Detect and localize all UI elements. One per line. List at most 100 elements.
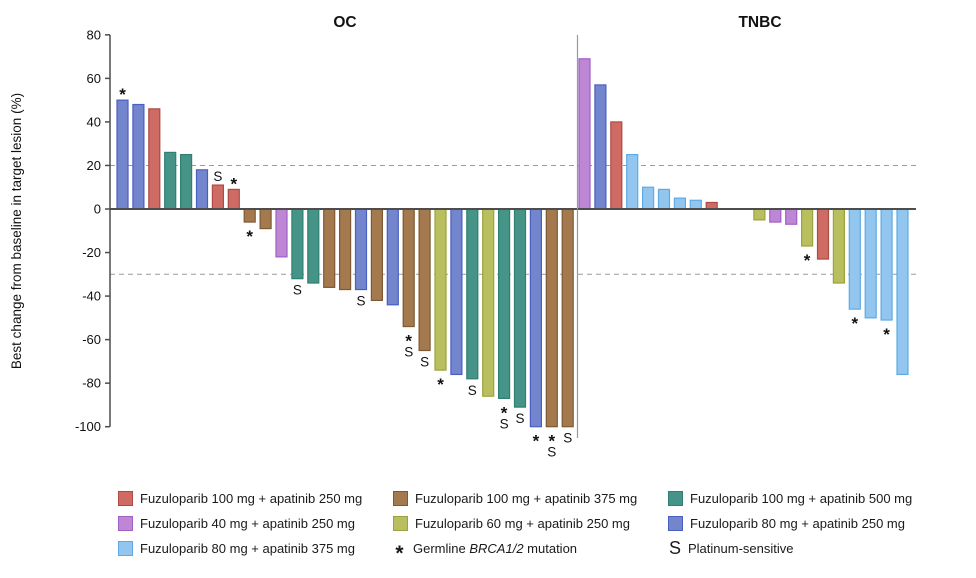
bar xyxy=(275,208,288,258)
platinum-s-mark: S xyxy=(563,431,572,446)
platinum-s-mark: S xyxy=(515,411,524,426)
y-tick-label: -40 xyxy=(82,289,101,304)
bar xyxy=(195,169,209,210)
bar xyxy=(482,208,495,397)
bar xyxy=(673,197,687,210)
legend-swatch-icon xyxy=(668,516,683,531)
y-tick-label: -80 xyxy=(82,376,101,391)
germline-star-mark: * xyxy=(246,227,253,246)
bar xyxy=(498,208,511,399)
bar xyxy=(402,208,415,328)
bar xyxy=(180,153,193,210)
legend-item: Fuzuloparib 40 mg + apatinib 250 mg xyxy=(118,511,362,536)
y-tick-label: 40 xyxy=(87,114,101,129)
bar xyxy=(561,208,574,428)
germline-star-mark: * xyxy=(119,85,126,104)
legend-item: * Germline BRCA1/2 mutation xyxy=(393,536,637,565)
legend-swatch-icon xyxy=(118,541,133,556)
y-tick-label: 80 xyxy=(87,27,101,42)
bar xyxy=(785,208,798,225)
legend-group-label: Fuzuloparib 80 mg + apatinib 375 mg xyxy=(140,541,355,556)
germline-star-mark: * xyxy=(533,432,540,451)
bar xyxy=(513,208,527,408)
bar xyxy=(434,208,447,371)
bar xyxy=(243,208,256,223)
legend-group-label: Fuzuloparib 60 mg + apatinib 250 mg xyxy=(415,516,630,531)
platinum-s-mark: S xyxy=(547,445,556,460)
legend-group-label: Fuzuloparib 100 mg + apatinib 500 mg xyxy=(690,491,913,506)
bar xyxy=(689,199,702,210)
bar xyxy=(753,208,766,221)
legend-marker-label: Platinum-sensitive xyxy=(688,541,794,556)
bar xyxy=(832,208,846,284)
bar xyxy=(164,151,177,210)
germline-star-mark: * xyxy=(804,251,811,270)
platinum-s-mark: S xyxy=(500,416,509,431)
y-axis-title: Best change from baseline in target lesi… xyxy=(9,93,24,369)
germline-star-mark: * xyxy=(851,314,858,333)
bar xyxy=(641,186,655,210)
legend-item: Fuzuloparib 100 mg + apatinib 500 mg xyxy=(668,486,912,511)
germline-star-mark: * xyxy=(548,432,555,451)
bar xyxy=(529,208,543,428)
bar xyxy=(545,208,558,428)
legend-item: Fuzuloparib 60 mg + apatinib 250 mg xyxy=(393,511,637,536)
platinum-s-mark: S xyxy=(468,383,477,398)
legend-swatch-icon xyxy=(118,516,133,531)
legend-group-label: Fuzuloparib 80 mg + apatinib 250 mg xyxy=(690,516,905,531)
germline-star-icon: * xyxy=(395,542,404,565)
bar xyxy=(800,208,814,247)
y-tick-label: -60 xyxy=(82,332,101,347)
bar xyxy=(880,208,893,321)
bar xyxy=(259,208,272,230)
platinum-s-icon: S xyxy=(668,538,681,558)
legend-swatch-icon xyxy=(118,491,133,506)
legend-item: Fuzuloparib 80 mg + apatinib 375 mg xyxy=(118,536,362,561)
legend-group-label: Fuzuloparib 40 mg + apatinib 250 mg xyxy=(140,516,355,531)
platinum-s-mark: S xyxy=(293,283,302,298)
legend-swatch-icon xyxy=(393,491,408,506)
legend-column-3: Fuzuloparib 100 mg + apatinib 500 mg Fuzu… xyxy=(668,486,912,561)
legend-group-label: Fuzuloparib 100 mg + apatinib 250 mg xyxy=(140,491,363,506)
bar xyxy=(291,208,304,280)
germline-star-mark: * xyxy=(230,174,237,193)
bar xyxy=(339,208,352,291)
platinum-s-mark: S xyxy=(404,345,413,360)
waterfall-chart: *S **SS*SS* S*S S* *SS***806040200-20-40-60-… xyxy=(9,14,916,460)
legend-swatch-icon xyxy=(668,491,683,506)
bar xyxy=(307,208,320,284)
platinum-s-mark: S xyxy=(213,169,222,184)
legend-item: S Platinum-sensitive xyxy=(668,536,912,561)
y-tick-label: 0 xyxy=(94,202,101,217)
germline-star-mark: * xyxy=(437,375,444,394)
panel-title-oc: OC xyxy=(333,14,356,31)
bar xyxy=(450,208,463,376)
y-tick-label: -20 xyxy=(82,245,101,260)
y-tick-label: 20 xyxy=(87,158,101,173)
legend-item: Fuzuloparib 100 mg + apatinib 375 mg xyxy=(393,486,637,511)
y-tick-label: 60 xyxy=(87,71,101,86)
germline-star-mark: * xyxy=(883,325,890,344)
bar xyxy=(386,208,399,306)
bar xyxy=(769,208,782,223)
y-tick-label: -100 xyxy=(75,419,101,434)
legend-column-2: Fuzuloparib 100 mg + apatinib 375 mg Fuzu… xyxy=(393,486,637,565)
bar xyxy=(578,58,591,210)
platinum-s-mark: S xyxy=(356,294,365,309)
bar xyxy=(132,103,145,210)
bar xyxy=(657,188,671,210)
bar xyxy=(370,208,383,302)
bar xyxy=(896,208,909,376)
legend-column-1: Fuzuloparib 100 mg + apatinib 250 mg Fuzu… xyxy=(118,486,362,561)
germline-star-mark: * xyxy=(405,332,412,351)
legend-item: Fuzuloparib 100 mg + apatinib 250 mg xyxy=(118,486,362,511)
bar xyxy=(610,121,623,210)
legend-group-label: Fuzuloparib 100 mg + apatinib 375 mg xyxy=(415,491,638,506)
bar xyxy=(864,208,877,319)
bar xyxy=(148,108,161,210)
bar xyxy=(594,84,607,210)
bar xyxy=(418,208,431,352)
legend-marker-label: Germline BRCA1/2 mutation xyxy=(413,541,578,556)
panel-title-tnbc: TNBC xyxy=(738,14,781,31)
